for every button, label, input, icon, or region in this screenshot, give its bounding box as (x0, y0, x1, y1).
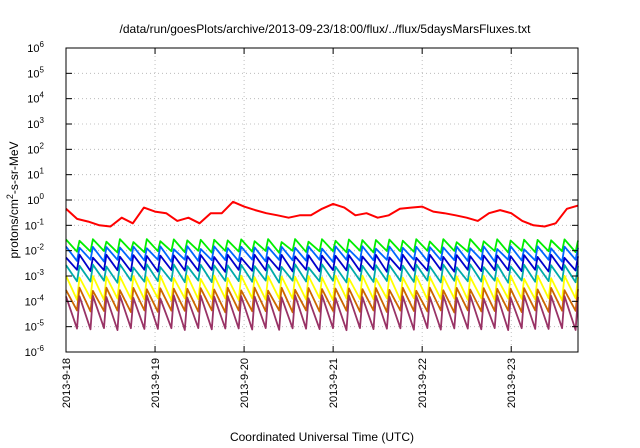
x-tick-label: 2013-9-18 (61, 358, 73, 408)
series-line-8 (65, 294, 579, 332)
y-tick-label-exp: 5 (40, 65, 45, 74)
y-tick-label-exp: -1 (37, 217, 45, 226)
y-tick-label-base: 10 (27, 119, 39, 131)
y-tick-label-exp: 0 (40, 192, 45, 201)
y-axis-title-base: protons/cm (7, 199, 21, 258)
x-tick-label: 2013-9-22 (417, 358, 429, 408)
y-tick-label-base: 10 (25, 246, 37, 258)
series-line-6 (65, 274, 579, 302)
y-tick-label: 104 (27, 91, 44, 106)
y-tick-label: 106 (27, 40, 44, 55)
y-tick-label-exp: -3 (37, 268, 45, 277)
x-tick-label: 2013-9-23 (506, 358, 518, 408)
x-tick-label: 2013-9-19 (150, 358, 162, 408)
series-line-4 (65, 253, 579, 273)
y-tick-label-exp: -6 (37, 344, 45, 353)
chart-title: /data/run/goesPlots/archive/2013-09-23/1… (120, 22, 532, 36)
y-tick-label-base: 10 (25, 296, 37, 308)
y-tick-label-base: 10 (25, 271, 37, 283)
y-tick-label: 105 (27, 65, 44, 80)
y-tick-label-exp: 1 (40, 167, 45, 176)
y-tick-label-base: 10 (25, 322, 37, 334)
y-axis-title-sup: 2 (5, 194, 15, 199)
y-tick-label-exp: 4 (40, 91, 45, 100)
y-tick-label: 10-6 (25, 344, 45, 359)
y-tick-label: 10-1 (25, 217, 45, 232)
y-tick-label: 10-3 (25, 268, 45, 283)
y-tick-label: 103 (27, 116, 44, 131)
y-tick-label-base: 10 (27, 43, 39, 55)
y-tick-label-exp: 2 (40, 141, 45, 150)
series-line-3 (65, 245, 579, 263)
y-tick-label: 101 (27, 167, 44, 182)
y-tick-label-base: 10 (27, 68, 39, 80)
y-axis-title-rest: -s-sr-MeV (7, 141, 21, 194)
y-tick-label-base: 10 (27, 144, 39, 156)
y-tick-label: 10-5 (25, 319, 45, 334)
series-line-7 (65, 286, 579, 314)
series-line-5 (65, 263, 579, 284)
series-lines (65, 200, 579, 332)
y-tick-label-exp: 3 (40, 116, 45, 125)
y-tick-label-base: 10 (27, 170, 39, 182)
series-line-2 (65, 238, 579, 254)
x-tick-label: 2013-9-21 (328, 358, 340, 408)
series-line-1 (65, 200, 579, 228)
y-tick-label: 100 (27, 192, 44, 207)
y-tick-label: 10-4 (25, 293, 45, 308)
y-tick-label-base: 10 (25, 347, 37, 359)
y-axis-title: protons/cm2-s-sr-MeV (5, 141, 21, 258)
x-tick-label: 2013-9-20 (239, 358, 251, 408)
y-tick-label-exp: -4 (37, 293, 45, 302)
y-tick-label-exp: 6 (40, 40, 45, 49)
y-tick-label-base: 10 (25, 220, 37, 232)
axis-ticks: 10-610-510-410-310-210-11001011021031041… (25, 40, 578, 408)
y-tick-label-base: 10 (27, 195, 39, 207)
y-tick-label-base: 10 (27, 94, 39, 106)
y-tick-label: 10-2 (25, 243, 45, 258)
x-axis-title: Coordinated Universal Time (UTC) (230, 430, 414, 444)
y-tick-label: 102 (27, 141, 44, 156)
y-tick-label-exp: -2 (37, 243, 45, 252)
y-tick-label-exp: -5 (37, 319, 45, 328)
